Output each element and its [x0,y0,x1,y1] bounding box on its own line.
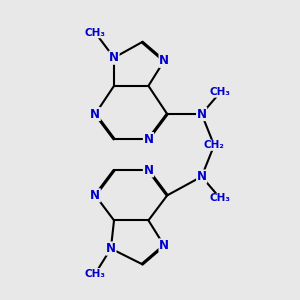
Text: CH₃: CH₃ [210,194,231,203]
Text: N: N [106,242,116,255]
Text: N: N [143,164,153,177]
Text: N: N [159,54,169,67]
Text: N: N [109,51,119,64]
Text: CH₃: CH₃ [85,268,106,279]
Text: CH₃: CH₃ [85,28,106,38]
Text: N: N [90,189,100,202]
Text: CH₃: CH₃ [210,87,231,97]
Text: N: N [143,133,153,146]
Text: CH₂: CH₂ [204,140,225,150]
Text: N: N [90,107,100,121]
Text: N: N [196,107,207,121]
Text: N: N [196,170,207,183]
Text: N: N [159,239,169,252]
